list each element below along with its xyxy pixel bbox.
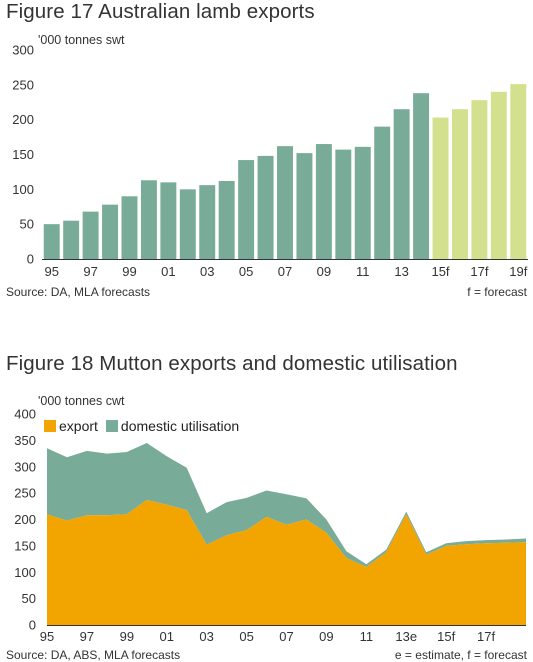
x-tick-label: 01	[161, 264, 175, 279]
y-tick-label: 150	[12, 147, 34, 162]
forecast-note: f = forecast	[467, 285, 527, 299]
y-tick-label: 200	[14, 512, 36, 527]
y-tick-label: 150	[14, 538, 36, 553]
y-tick-label: 300	[14, 459, 36, 474]
bar	[199, 185, 216, 259]
bar	[257, 155, 274, 259]
x-tick-label: 13e	[395, 629, 417, 644]
x-tick-label: 17f	[470, 264, 488, 279]
bar	[374, 126, 391, 259]
x-tick-label: 05	[239, 264, 253, 279]
x-tick-label: 05	[239, 629, 253, 644]
chart-title: Figure 17 Australian lamb exports	[6, 0, 315, 23]
x-tick-label: 09	[317, 264, 331, 279]
bar	[490, 91, 507, 259]
bar	[432, 117, 449, 260]
y-tick-label: 50	[22, 591, 36, 606]
y-tick-label: 300	[12, 43, 34, 58]
x-tick-label: 09	[319, 629, 333, 644]
bar	[43, 224, 60, 259]
y-tick-label: 250	[14, 486, 36, 501]
x-tick-label: 95	[40, 629, 54, 644]
x-tick-label: 97	[80, 629, 94, 644]
x-tick-label: 17f	[477, 629, 495, 644]
bar	[354, 146, 371, 259]
y-axis-unit-label: '000 tonnes cwt	[38, 394, 125, 408]
bar	[160, 182, 177, 259]
x-tick-label: 19f	[509, 264, 527, 279]
bar	[277, 146, 293, 259]
x-tick-label: 11	[360, 629, 374, 644]
chart-legend: export domestic utilisation	[44, 418, 247, 434]
area-export	[47, 500, 526, 625]
bar	[393, 109, 410, 259]
bar	[102, 204, 119, 259]
bar	[510, 84, 527, 260]
area-domestic-utilisation	[47, 443, 526, 567]
legend-swatch	[44, 420, 56, 432]
bar	[296, 153, 313, 259]
x-tick-label: 03	[200, 264, 214, 279]
x-tick-label: 11	[356, 264, 370, 279]
y-tick-label: 0	[27, 252, 34, 267]
mutton-area-chart: 0 50 100 150 200 250 300 350 400 95 97 99 01 03 05 07 09…	[14, 407, 526, 644]
y-tick-label: 200	[12, 112, 34, 127]
bar	[335, 149, 352, 259]
lamb-exports-bar-chart: 0 50 100 150 200 250 300 95 97 99 01 03 05 07 09 11 13 15…	[12, 43, 528, 279]
x-tick-label: 95	[44, 264, 58, 279]
x-tick-label: 99	[120, 629, 134, 644]
bar	[82, 211, 99, 259]
x-tick-label: 15f	[437, 629, 455, 644]
figure-18: Figure 18 Mutton exports and domestic ut…	[0, 352, 533, 662]
bar	[218, 180, 235, 259]
figure-17: Figure 17 Australian lamb exports '000 t…	[0, 0, 533, 300]
bar	[238, 160, 255, 259]
chart-title: Figure 18 Mutton exports and domestic ut…	[6, 352, 458, 375]
source-note: Source: DA, MLA forecasts	[6, 285, 151, 299]
bar	[179, 189, 196, 259]
y-tick-label: 50	[20, 217, 34, 232]
x-tick-label: 07	[278, 264, 292, 279]
x-tick-label: 13	[394, 264, 408, 279]
y-tick-label: 350	[14, 433, 36, 448]
bar	[63, 220, 80, 259]
legend-label: domestic utilisation	[120, 418, 240, 434]
x-tick-label: 99	[122, 264, 136, 279]
x-tick-label: 97	[83, 264, 97, 279]
bar	[471, 100, 488, 259]
y-axis-unit-label: '000 tonnes swt	[38, 33, 125, 47]
bar	[140, 180, 157, 259]
y-tick-label: 400	[14, 407, 36, 422]
bar	[413, 93, 430, 260]
legend-item: export	[44, 418, 98, 434]
legend-item: domestic utilisation	[105, 418, 240, 434]
legend-swatch	[105, 420, 118, 432]
estimate-forecast-note: e = estimate, f = forecast	[394, 648, 527, 662]
bar	[451, 109, 468, 259]
x-tick-label: 15f	[431, 264, 449, 279]
bar	[121, 196, 138, 259]
legend-label: export	[59, 418, 98, 434]
x-tick-label: 07	[279, 629, 293, 644]
source-note: Source: DA, ABS, MLA forecasts	[6, 648, 181, 662]
x-tick-label: 03	[199, 629, 213, 644]
y-tick-label: 0	[29, 618, 36, 633]
bar	[315, 144, 332, 259]
x-tick-label: 01	[160, 629, 174, 644]
y-tick-label: 100	[12, 182, 34, 197]
y-tick-label: 100	[14, 565, 36, 580]
y-tick-label: 250	[12, 77, 34, 92]
